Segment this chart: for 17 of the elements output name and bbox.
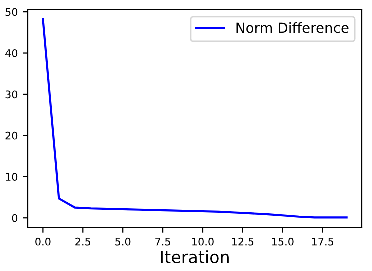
x-tick-label: 7.5 — [156, 238, 170, 246]
x-axis-title: Iteration — [161, 250, 229, 264]
x-tick-label: 5.0 — [116, 238, 131, 246]
y-tick-label: 30 — [6, 90, 18, 99]
x-tick-label: 12.5 — [232, 238, 254, 246]
x-tick-label: 10.0 — [192, 238, 214, 246]
x-tick-label: 17.5 — [312, 238, 334, 246]
x-tick-label: 0.0 — [36, 238, 51, 246]
y-tick-label: 10 — [6, 173, 18, 182]
y-tick-label: 40 — [6, 49, 18, 58]
y-tick-label: 50 — [6, 8, 18, 16]
x-tick-label: 2.5 — [76, 238, 91, 246]
line-series — [42, 18, 348, 219]
y-tick-label: 0 — [12, 214, 18, 222]
y-tick-label: 20 — [6, 132, 18, 140]
x-tick-label: 15.0 — [272, 238, 294, 246]
legend-label: Norm Difference — [236, 22, 349, 34]
